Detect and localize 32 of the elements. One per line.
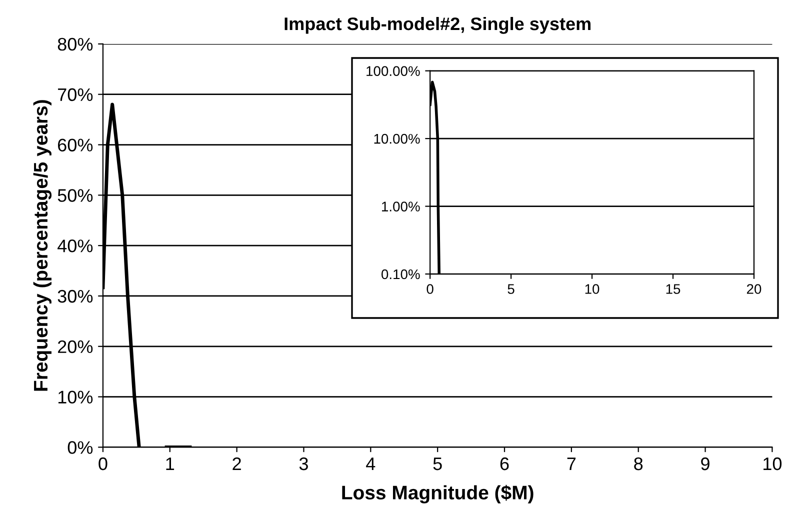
x-tick-label: 0 bbox=[426, 284, 434, 294]
x-tick-label: 0 bbox=[98, 457, 108, 470]
y-tick-label: 30% bbox=[58, 290, 93, 303]
y-tick-label: 50% bbox=[58, 189, 93, 202]
y-tick-label: 10% bbox=[58, 390, 93, 404]
x-tick-label: 4 bbox=[366, 458, 376, 470]
x-tick-label: 10 bbox=[585, 284, 600, 294]
y-tick-label: 40% bbox=[58, 240, 93, 252]
x-tick-label: 5 bbox=[433, 458, 442, 470]
y-tick-label: 80% bbox=[58, 38, 93, 51]
y-tick-label: 100.00% bbox=[366, 66, 420, 76]
y-tick-label: 10.00% bbox=[374, 134, 420, 144]
x-tick-label: 10 bbox=[764, 457, 782, 470]
x-tick-label: 9 bbox=[701, 457, 710, 470]
x-tick-label: 15 bbox=[666, 284, 680, 294]
x-axis-title: Loss Magnitude ($M) bbox=[342, 484, 534, 504]
x-tick-label: 2 bbox=[232, 457, 241, 470]
y-tick-label: 20% bbox=[58, 340, 93, 354]
y-tick-label: 1.00% bbox=[382, 202, 420, 212]
x-tick-label: 8 bbox=[634, 457, 643, 470]
x-tick-label: 7 bbox=[567, 458, 576, 470]
y-tick-label: 60% bbox=[58, 138, 93, 152]
x-tick-label: 5 bbox=[508, 284, 514, 294]
chart-title: Impact Sub-model#2, Single system bbox=[284, 16, 590, 34]
y-tick-label: 0% bbox=[68, 441, 93, 454]
x-tick-label: 20 bbox=[746, 284, 762, 294]
x-tick-label: 6 bbox=[500, 457, 509, 470]
y-tick-label: 70% bbox=[58, 88, 93, 102]
y-tick-label: 0.10% bbox=[381, 269, 420, 280]
x-tick-label: 3 bbox=[299, 457, 308, 470]
y-axis-title: Frequency (percentage/5 years) bbox=[33, 100, 52, 391]
x-tick-label: 1 bbox=[166, 458, 174, 470]
